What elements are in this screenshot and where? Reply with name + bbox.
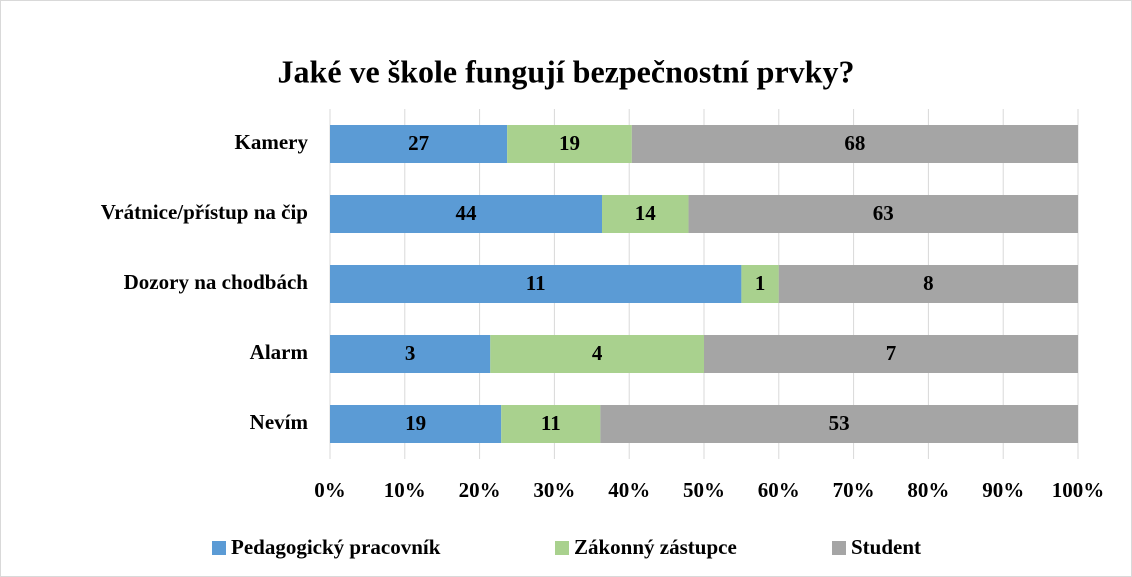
- x-tick-label: 50%: [683, 478, 725, 502]
- bar-segment: [330, 265, 742, 303]
- data-label: 11: [541, 411, 561, 435]
- bar-segment: [741, 265, 779, 303]
- x-tick-label: 30%: [533, 478, 575, 502]
- data-label: 63: [873, 201, 894, 225]
- bar-segment: [600, 405, 1078, 443]
- x-tick-label: 100%: [1052, 478, 1105, 502]
- bar-segment: [330, 405, 502, 443]
- legend-label: Pedagogický pracovník: [231, 535, 441, 559]
- chart-title: Jaké ve škole fungují bezpečnostní prvky…: [278, 53, 855, 89]
- bar-segment: [507, 125, 632, 163]
- bar-segment: [631, 125, 1078, 163]
- y-tick-label: Kamery: [235, 130, 309, 154]
- x-tick-label: 10%: [384, 478, 426, 502]
- bar-segment: [602, 195, 689, 233]
- data-label: 1: [755, 271, 766, 295]
- data-label: 11: [526, 271, 546, 295]
- data-label: 19: [405, 411, 426, 435]
- y-tick-label: Nevím: [250, 410, 309, 434]
- data-label: 7: [886, 341, 897, 365]
- bar-segment: [704, 335, 1078, 373]
- x-tick-label: 90%: [982, 478, 1024, 502]
- y-tick-label: Alarm: [250, 340, 309, 364]
- x-tick-label: 20%: [459, 478, 501, 502]
- data-label: 68: [844, 131, 865, 155]
- legend-label: Student: [851, 535, 921, 559]
- legend-swatch: [832, 541, 846, 555]
- data-label: 4: [592, 341, 603, 365]
- data-label: 3: [405, 341, 416, 365]
- bar-segment: [330, 195, 602, 233]
- bar-segment: [778, 265, 1078, 303]
- data-label: 53: [829, 411, 850, 435]
- data-label: 19: [559, 131, 580, 155]
- bar-segment: [330, 125, 508, 163]
- x-tick-label: 0%: [314, 478, 346, 502]
- data-label: 8: [923, 271, 934, 295]
- bar-segment: [330, 335, 491, 373]
- x-tick-label: 80%: [907, 478, 949, 502]
- data-label: 27: [408, 131, 429, 155]
- bar-segment: [688, 195, 1078, 233]
- data-label: 44: [456, 201, 478, 225]
- bar-segment: [501, 405, 601, 443]
- legend-swatch: [555, 541, 569, 555]
- y-tick-label: Dozory na chodbách: [124, 270, 309, 294]
- data-label: 14: [635, 201, 657, 225]
- legend-label: Zákonný zástupce: [574, 535, 737, 559]
- legend-swatch: [212, 541, 226, 555]
- y-tick-label: Vrátnice/přístup na čip: [101, 200, 308, 224]
- x-tick-label: 60%: [758, 478, 800, 502]
- x-tick-label: 40%: [608, 478, 650, 502]
- bar-segment: [490, 335, 704, 373]
- x-tick-label: 70%: [833, 478, 875, 502]
